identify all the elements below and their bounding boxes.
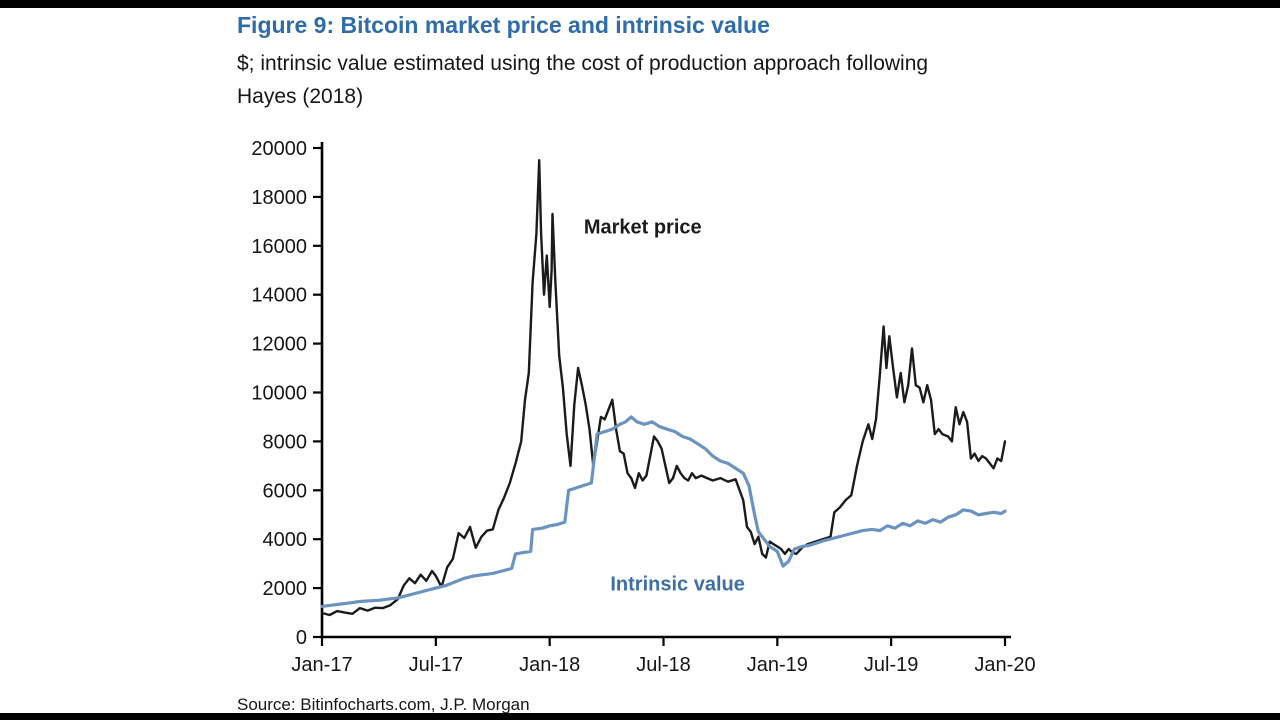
y-tick-label: 0 bbox=[296, 627, 307, 649]
x-tick-label: Jan-17 bbox=[291, 654, 352, 676]
x-tick-label: Jul-19 bbox=[864, 654, 918, 676]
x-tick-label: Jan-19 bbox=[747, 654, 808, 676]
y-tick-label: 18000 bbox=[251, 187, 307, 209]
letterbox-top bbox=[0, 0, 1280, 8]
y-tick-label: 20000 bbox=[251, 138, 307, 160]
y-tick-label: 12000 bbox=[251, 334, 307, 356]
figure-subtitle-line2: Hayes (2018) bbox=[237, 85, 364, 108]
letterbox-bottom bbox=[0, 713, 1280, 720]
y-tick-label: 16000 bbox=[251, 236, 307, 258]
figure-title: Figure 9: Bitcoin market price and intri… bbox=[237, 12, 770, 38]
x-tick-label: Jul-17 bbox=[409, 654, 463, 676]
bitcoin-price-line-chart: 0 2000 4000 6000 8000 10000 12000 14000 16000 180… bbox=[251, 138, 1035, 676]
intrinsic-value-line bbox=[320, 415, 1007, 608]
y-tick-label: 2000 bbox=[263, 578, 308, 600]
market-price-line bbox=[320, 159, 1007, 617]
y-tick-label: 4000 bbox=[263, 529, 308, 551]
x-tick-label: Jul-18 bbox=[636, 654, 690, 676]
x-tick-label: Jan-20 bbox=[974, 654, 1035, 676]
intrinsic-value-label: Intrinsic value bbox=[610, 574, 745, 596]
source-note: Source: Bitinfocharts.com, J.P. Morgan bbox=[237, 695, 530, 714]
y-tick-label: 8000 bbox=[263, 431, 308, 453]
y-tick-label: 14000 bbox=[251, 285, 307, 307]
y-tick-label: 6000 bbox=[263, 480, 308, 502]
y-tick-label: 10000 bbox=[251, 383, 307, 405]
market-price-label: Market price bbox=[584, 217, 702, 239]
figure-subtitle: $; intrinsic value estimated using the c… bbox=[237, 47, 1097, 113]
x-tick-label: Jan-18 bbox=[519, 654, 580, 676]
figure-subtitle-line1: $; intrinsic value estimated using the c… bbox=[237, 52, 929, 75]
